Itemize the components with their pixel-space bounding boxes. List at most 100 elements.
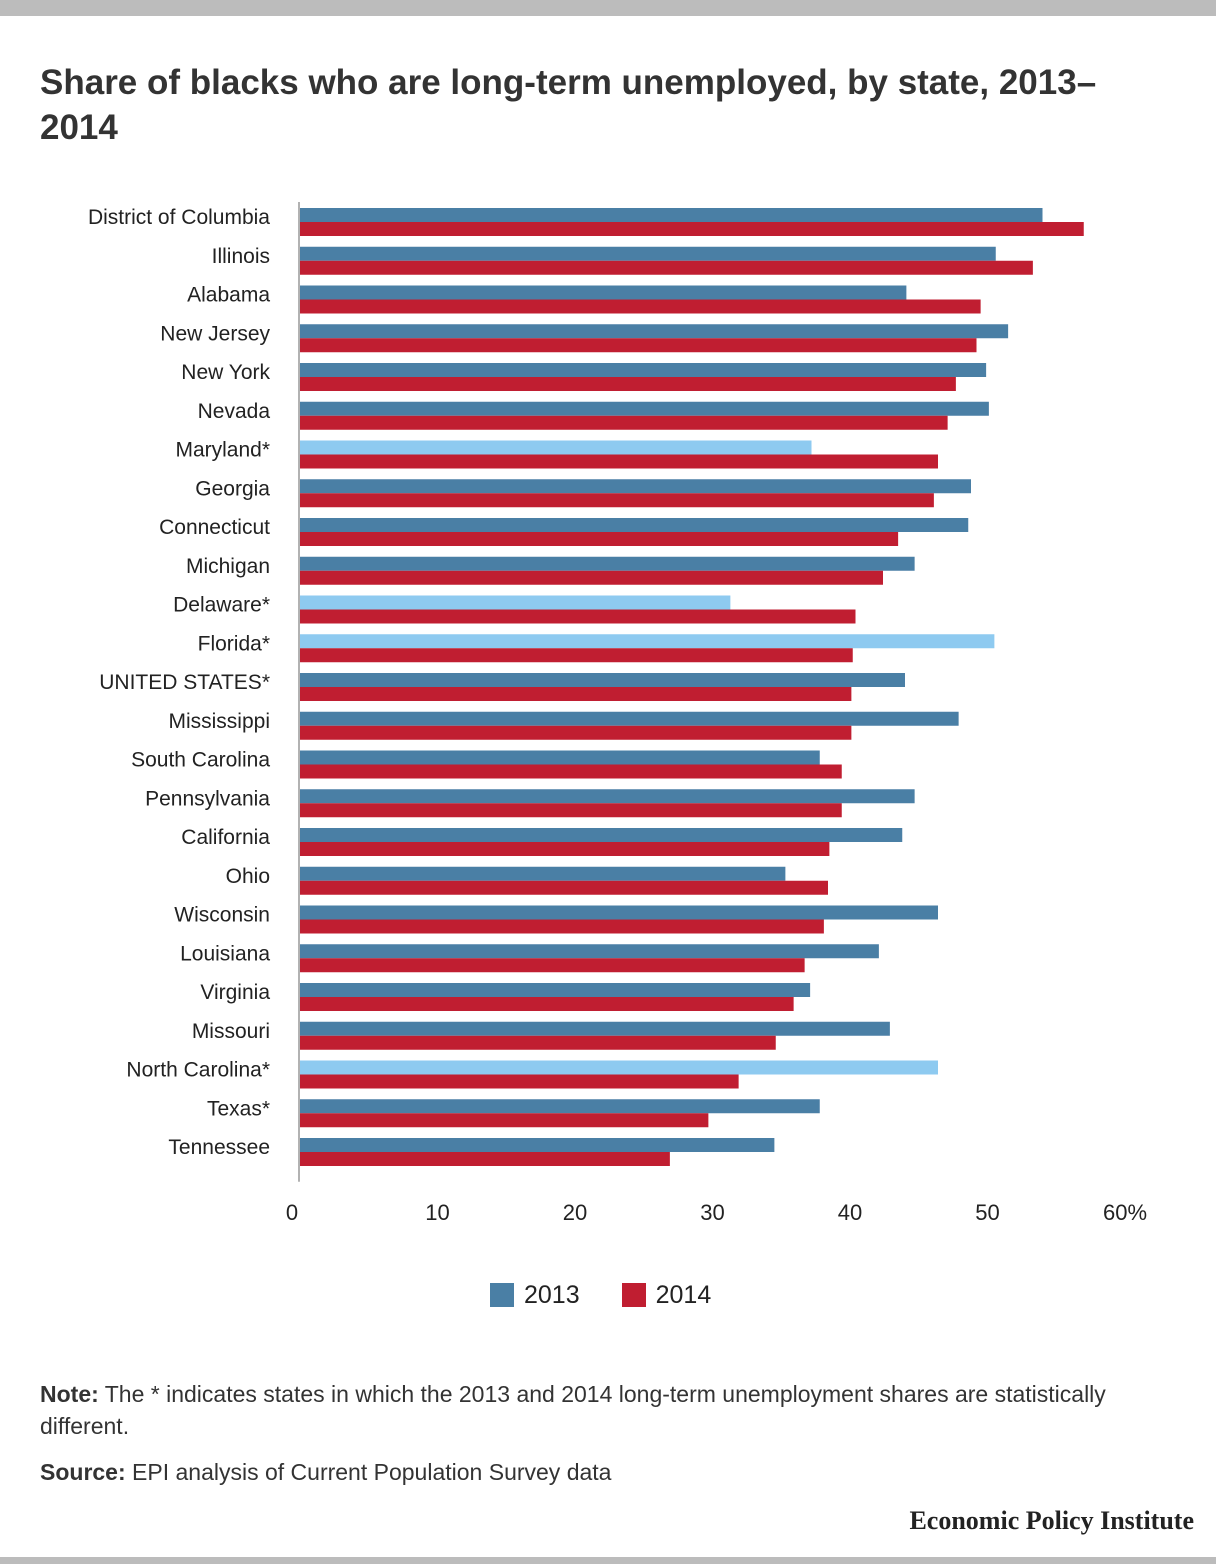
legend-item-2013: 2013 (490, 1281, 580, 1310)
category-label: Virginia (200, 981, 270, 1004)
category-label: Maryland* (175, 439, 270, 462)
bar-2014 (300, 648, 853, 663)
category-label: UNITED STATES* (99, 671, 270, 694)
bar-2014 (300, 1152, 670, 1166)
category-label: Tennessee (168, 1136, 270, 1159)
source-label: Source: (40, 1459, 126, 1485)
bar-2013 (300, 1138, 775, 1152)
bar-2013 (300, 944, 879, 959)
bar-2014 (300, 687, 852, 701)
bar-2014 (300, 415, 948, 430)
bar-2013 (300, 595, 731, 610)
legend-swatch-2014 (621, 1283, 646, 1307)
bar-2014 (300, 338, 977, 353)
bar-2013 (300, 1021, 890, 1036)
x-tick-label: 30 (700, 1200, 724, 1225)
brand-logo: Economic Policy Institute (909, 1506, 1194, 1535)
bar-2013 (300, 905, 938, 920)
category-label: North Carolina* (126, 1059, 270, 1082)
bar-2014 (300, 842, 830, 856)
bar-2014 (300, 725, 852, 740)
category-label: Texas* (207, 1097, 270, 1120)
legend: 2013 2014 (490, 1280, 753, 1310)
bar-2014 (300, 377, 956, 391)
x-tick-label: 0 (286, 1200, 298, 1225)
bar-2013 (300, 556, 915, 571)
category-label: South Carolina (131, 749, 270, 772)
bar-2014 (300, 764, 842, 779)
bar-2014 (300, 958, 805, 973)
bar-2013 (300, 828, 903, 842)
top-border (0, 0, 1216, 16)
bar-2013 (300, 866, 786, 881)
bar-2013 (300, 518, 969, 532)
bar-2014 (300, 260, 1033, 275)
bar-2013 (300, 246, 996, 261)
bar-2014 (300, 803, 842, 818)
note-text: The * indicates states in which the 2013… (40, 1381, 1106, 1439)
x-tick-label: 60% (1103, 1200, 1147, 1225)
note-label: Note: (40, 1381, 99, 1407)
category-label: Louisiana (180, 942, 270, 965)
category-label: Connecticut (159, 516, 270, 539)
bar-2013 (300, 324, 1009, 339)
bar-2014 (300, 609, 856, 624)
bar-2013 (300, 285, 907, 300)
note: Note: The * indicates states in which th… (40, 1378, 1160, 1442)
category-label: New York (181, 361, 270, 384)
x-tick-label: 40 (838, 1200, 862, 1225)
bar-2013 (300, 711, 959, 726)
category-label: Mississippi (168, 710, 270, 733)
x-tick-label: 10 (425, 1200, 449, 1225)
bar-chart: District of Columbia Illinois Alabama New J… (88, 202, 1147, 1225)
bar-2013 (300, 363, 987, 377)
bar-2013 (300, 401, 989, 416)
bar-2014 (300, 222, 1084, 236)
category-label: New Jersey (160, 322, 270, 345)
bottom-border (0, 1557, 1216, 1564)
category-label: Wisconsin (174, 904, 270, 927)
category-label: Missouri (192, 1020, 270, 1043)
source: Source: EPI analysis of Current Populati… (40, 1456, 1160, 1488)
category-label: District of Columbia (88, 206, 270, 229)
bar-2014 (300, 997, 794, 1011)
bar-2014 (300, 299, 981, 314)
bar-2013 (300, 440, 812, 455)
x-tick-label: 50 (975, 1200, 999, 1225)
bar-2013 (300, 479, 971, 494)
category-label: Delaware* (173, 594, 270, 617)
bar-2013 (300, 789, 915, 804)
category-label: Michigan (186, 555, 270, 578)
bar-2013 (300, 1099, 820, 1114)
category-label: Alabama (187, 284, 270, 307)
bar-2014 (300, 532, 899, 546)
bar-2014 (300, 1113, 709, 1128)
bar-2013 (300, 983, 811, 997)
category-label: Pennsylvania (145, 787, 270, 810)
category-label: Illinois (212, 245, 270, 268)
bar-2014 (300, 1035, 776, 1050)
bar-2013 (300, 1060, 938, 1075)
bar-2014 (300, 570, 883, 585)
category-label: California (181, 826, 270, 849)
category-label: Florida* (198, 632, 270, 655)
legend-swatch-2013 (490, 1283, 514, 1307)
bar-2014 (300, 493, 934, 508)
bar-2013 (300, 750, 820, 765)
category-label: Ohio (226, 865, 270, 888)
bar-2013 (300, 634, 995, 649)
bar-2013 (300, 208, 1043, 222)
legend-label-2014: 2014 (655, 1280, 712, 1309)
bar-2014 (300, 880, 828, 895)
bar-2014 (300, 919, 824, 934)
category-label: Nevada (198, 400, 271, 423)
bar-2014 (300, 1074, 739, 1089)
x-tick-label: 20 (563, 1200, 587, 1225)
bar-2013 (300, 673, 905, 687)
chart-title: Share of blacks who are long-term unempl… (40, 63, 1097, 147)
bar-2014 (300, 454, 938, 469)
source-text: EPI analysis of Current Population Surve… (125, 1459, 612, 1485)
legend-item-2014: 2014 (621, 1280, 712, 1310)
legend-label-2013: 2013 (524, 1280, 580, 1309)
category-label: Georgia (195, 477, 270, 500)
